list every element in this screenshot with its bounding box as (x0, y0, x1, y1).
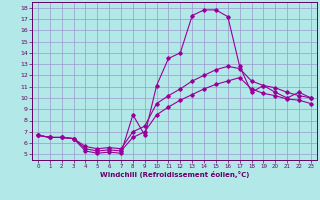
X-axis label: Windchill (Refroidissement éolien,°C): Windchill (Refroidissement éolien,°C) (100, 171, 249, 178)
